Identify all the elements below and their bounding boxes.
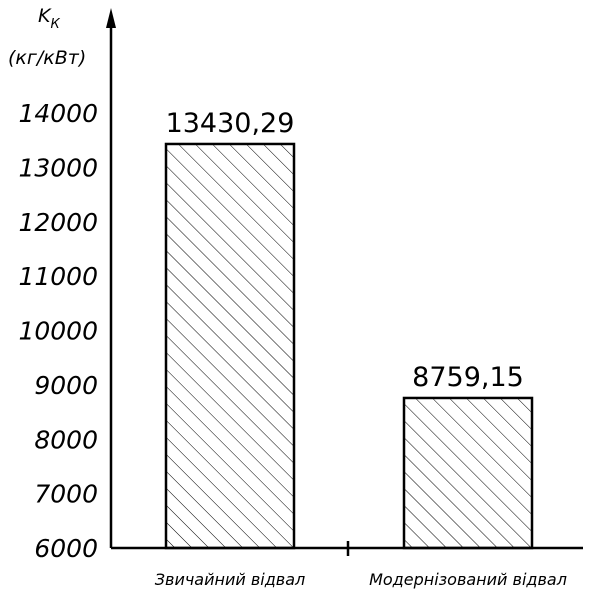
x-tick-label: Модернізований відвал <box>369 570 567 589</box>
data-label: 8759,15 <box>412 362 524 393</box>
y-axis-label: KК <box>38 5 60 32</box>
bars <box>166 144 532 548</box>
y-tick-label: 8000 <box>34 425 98 454</box>
y-tick-label: 9000 <box>34 371 98 400</box>
y-axis-units: (кг/кВт) <box>8 47 86 69</box>
x-tick-label: Звичайний відвал <box>155 570 305 589</box>
y-tick-label: 10000 <box>18 317 98 346</box>
y-tick-label: 12000 <box>18 208 98 237</box>
y-tick-labels: 6000 7000 8000 9000 10000 11000 12000 13000 1400… <box>18 99 98 563</box>
bar <box>166 144 294 548</box>
y-tick-label: 13000 <box>18 153 98 182</box>
y-axis-arrow <box>106 8 116 28</box>
y-axis-subscript: К <box>50 17 60 32</box>
data-label: 13430,29 <box>166 108 295 139</box>
y-tick-label: 7000 <box>34 480 98 509</box>
y-tick-label: 6000 <box>34 534 98 563</box>
category-labels: Звичайний відвал Модернізований відвал <box>155 570 567 589</box>
bar <box>404 398 532 548</box>
y-tick-label: 14000 <box>18 99 98 128</box>
y-tick-label: 11000 <box>18 262 98 291</box>
